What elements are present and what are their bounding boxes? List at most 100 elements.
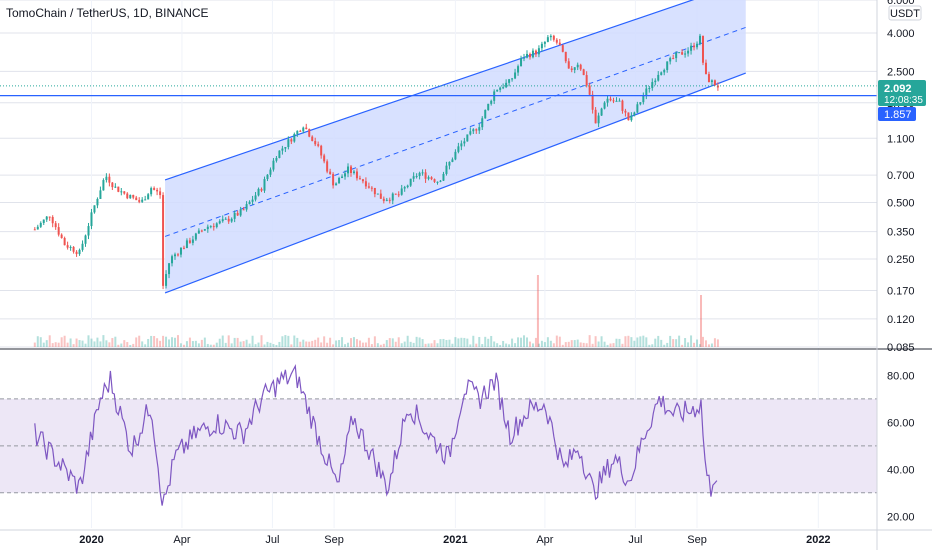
candle-body [162, 195, 165, 286]
candle-body [502, 87, 505, 89]
volume-bar [472, 335, 475, 347]
candle-body [81, 243, 84, 250]
candle-body [588, 85, 591, 95]
volume-bar [281, 336, 284, 347]
candle-body [481, 118, 484, 128]
candle-body [254, 195, 257, 200]
price-axis[interactable]: 6.0004.0002.5001.7001.1000.7000.5000.350… [887, 0, 915, 354]
volume-bar [60, 337, 63, 347]
candle-body [666, 61, 669, 70]
volume-bar [305, 341, 308, 347]
candle-body [534, 50, 537, 55]
volume-bar [615, 338, 618, 347]
time-tick-label: Apr [173, 534, 190, 546]
volume-bar [505, 343, 508, 347]
volume-bar [57, 342, 60, 347]
volume-bar [129, 344, 132, 347]
volume-bar [75, 338, 78, 347]
candle-body [367, 186, 370, 188]
time-axis[interactable]: 2020 Apr Jul Sep 2021 Apr Jul Sep 2022 [79, 534, 830, 546]
level-price-value: 1.857 [884, 109, 912, 121]
candle-body [525, 53, 528, 58]
candle-body [499, 87, 502, 90]
volume-bar [296, 337, 299, 347]
currency-badge[interactable] [888, 5, 922, 21]
rsi-axis[interactable]: 80.00 60.00 40.00 20.00 [887, 370, 915, 523]
candle-body [102, 180, 105, 191]
candle-body [138, 200, 141, 202]
candle-body [135, 197, 138, 201]
candle-body [203, 229, 206, 231]
volume-bar [373, 336, 376, 347]
volume-bar [174, 337, 177, 347]
candle-body [123, 191, 126, 194]
volume-bar [561, 344, 564, 347]
volume-bar [696, 339, 699, 347]
volume-bar [251, 335, 254, 347]
volume-bar [361, 342, 364, 347]
candle-body [615, 100, 618, 102]
candle-body [165, 274, 168, 286]
volume-bar [135, 337, 138, 347]
candle-body [448, 161, 451, 166]
volume-bar [460, 337, 463, 347]
volume-bar [508, 344, 511, 347]
volume-bar [457, 338, 460, 347]
volume-bar [707, 344, 710, 347]
volume-bar [612, 343, 615, 347]
volume-bar [111, 338, 114, 347]
candle-body [373, 187, 376, 195]
volume-bar [248, 343, 251, 347]
volume-bar [326, 342, 329, 347]
volume-bar [224, 342, 227, 347]
volume-bar [430, 343, 433, 347]
time-tick-label: Sep [687, 534, 707, 546]
volume-bar [72, 344, 75, 347]
volume-bar [645, 337, 648, 347]
candle-body [153, 188, 156, 190]
volume-bar [185, 341, 188, 347]
volume-bar [69, 338, 72, 347]
candle-body [290, 139, 293, 142]
volume-bar [597, 341, 600, 347]
rsi-indicator [34, 364, 718, 506]
candle-body [209, 226, 212, 228]
volume-bar [415, 336, 418, 347]
volume-bar [203, 337, 206, 347]
volume-bar [660, 339, 663, 347]
volume-bar [293, 335, 296, 347]
candle-body [672, 58, 675, 60]
volume-bar [591, 343, 594, 347]
parallel-channel[interactable] [164, 0, 746, 294]
volume-bar [102, 335, 105, 347]
candle-body [439, 180, 442, 182]
candle-body [484, 109, 487, 119]
candle-body [514, 72, 517, 79]
candle-body [355, 171, 358, 179]
volume-bar [367, 337, 370, 347]
volume-bar [150, 335, 153, 347]
candle-body [558, 42, 561, 46]
volume-bar [603, 341, 606, 347]
volume-bar [302, 339, 305, 347]
horizontal-levels[interactable] [0, 85, 877, 97]
volume-bar [484, 336, 487, 347]
volume-bar [537, 343, 540, 347]
currency-label: USDT [890, 8, 920, 20]
volume-bar [675, 339, 678, 347]
volume-bar [138, 335, 141, 347]
volume-bar [33, 342, 36, 347]
candle-body [546, 37, 549, 42]
volume-bar [317, 337, 320, 347]
volume-bar [123, 340, 126, 347]
volume-bar [239, 341, 242, 347]
volume-bar [335, 340, 338, 347]
candle-body [603, 102, 606, 109]
time-tick-label: 2020 [79, 534, 103, 546]
volume-bar [209, 344, 212, 347]
volume-bar [400, 343, 403, 347]
candlestick-series [33, 33, 719, 290]
candle-body [621, 100, 624, 111]
